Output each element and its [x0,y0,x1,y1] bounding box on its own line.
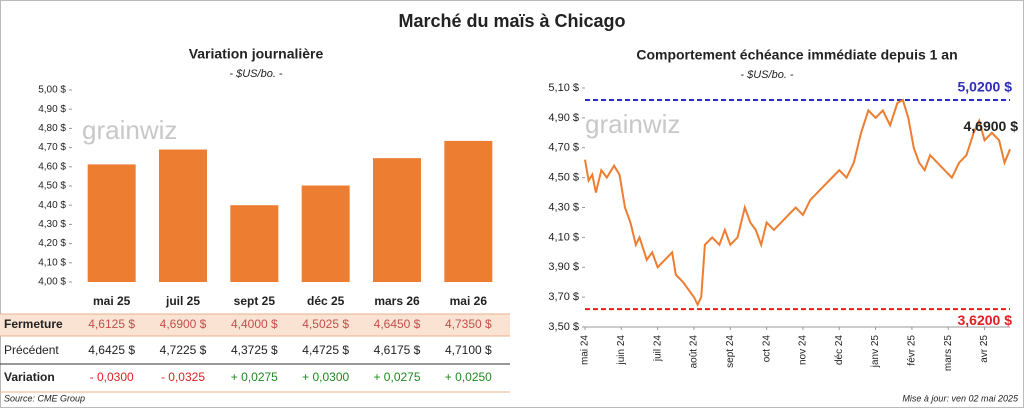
y-tick-label: 5,00 $ [38,85,66,96]
y-tick-label: 4,70 $ [38,142,66,153]
value-label: 4,6450 $ [374,317,421,331]
y-tick-label: 4,30 $ [548,201,579,213]
x-tick-label: janv 25 [870,335,881,369]
previous: 4,6425 $ [88,343,135,357]
x-tick-label: août 24 [689,335,700,369]
x-tick-label: avr 25 [979,335,990,363]
previous: 4,6175 $ [374,343,421,357]
x-tick-label: déc 24 [834,335,845,365]
value-label: 4,4000 $ [231,317,278,331]
y-tick-label: 4,60 $ [38,161,66,172]
value-label: 4,6900 $ [160,317,207,331]
bar [373,158,421,282]
reference-label: 5,0200 $ [958,79,1013,95]
x-tick-label: nov 24 [798,335,809,365]
row-label: Précédent [4,343,59,357]
y-tick-label: 4,40 $ [38,200,66,211]
y-tick-label: 4,00 $ [38,277,66,288]
bar [87,164,136,282]
x-tick-label: juil 24 [652,335,663,363]
x-tick-label: oct 24 [761,335,772,363]
y-tick-label: 4,30 $ [38,219,66,230]
x-tick-label: mai 25 [93,294,131,308]
chart-title: Comportement échéance immédiate depuis 1… [636,47,957,63]
fermeture-row-bg [0,314,510,336]
x-tick-label: juil 25 [165,294,200,308]
previous: 4,3725 $ [231,343,278,357]
y-tick-label: 4,10 $ [38,257,66,268]
updated: Mise à jour: ven 02 mai 2025 [902,393,1019,403]
row-label: Fermeture [4,317,63,331]
y-tick-label: 5,10 $ [548,82,579,94]
y-tick-label: 4,50 $ [38,181,66,192]
chart-subtitle: - $US/bo. - [740,69,794,81]
variation: + 0,0275 [231,370,278,384]
reference-label: 3,6200 $ [958,312,1013,328]
y-tick-label: 4,50 $ [548,172,579,184]
price-line [584,98,1011,307]
x-tick-label: mars 25 [943,335,954,372]
previous: 4,7225 $ [160,343,207,357]
previous: 4,4725 $ [302,343,349,357]
y-tick-label: 3,90 $ [548,261,579,273]
chart-title: Variation journalière [189,46,324,62]
x-tick-label: sept 24 [725,335,736,368]
y-tick-label: 4,90 $ [548,112,579,124]
value-label: 4,5025 $ [302,317,349,331]
page-title: Marché du maïs à Chicago [398,11,625,31]
y-tick-label: 3,70 $ [548,291,579,303]
last-value-label: 4,6900 $ [964,118,1019,134]
watermark: grainwiz [82,115,177,145]
variation: + 0,0275 [373,370,420,384]
value-label: 4,6125 $ [88,317,135,331]
bar [230,205,279,282]
x-tick-label: déc 25 [307,294,345,308]
value-label: 4,7350 $ [445,317,492,331]
x-tick-label: mai 24 [580,335,591,365]
bar [159,149,207,282]
y-tick-label: 4,10 $ [548,231,579,243]
watermark: grainwiz [585,109,680,139]
bar [301,185,350,282]
x-tick-label: sept 25 [234,294,276,308]
y-tick-label: 4,20 $ [38,238,66,249]
chart-subtitle: - $US/bo. - [229,68,283,80]
variation: - 0,0325 [161,370,205,384]
previous: 4,7100 $ [445,343,492,357]
x-tick-label: juin 24 [616,335,627,366]
variation: + 0,0300 [302,370,349,384]
x-tick-label: mars 26 [374,294,420,308]
row-label: Variation [4,370,55,384]
y-tick-label: 4,80 $ [38,123,66,134]
variation: + 0,0250 [445,370,492,384]
source: Source: CME Group [4,393,85,403]
y-tick-label: 3,50 $ [548,321,579,333]
x-tick-label: févr 25 [907,335,918,366]
y-tick-label: 4,70 $ [548,142,579,154]
y-tick-label: 4,90 $ [38,104,66,115]
bar [444,140,493,282]
x-tick-label: mai 26 [450,294,488,308]
variation: - 0,0300 [90,370,134,384]
